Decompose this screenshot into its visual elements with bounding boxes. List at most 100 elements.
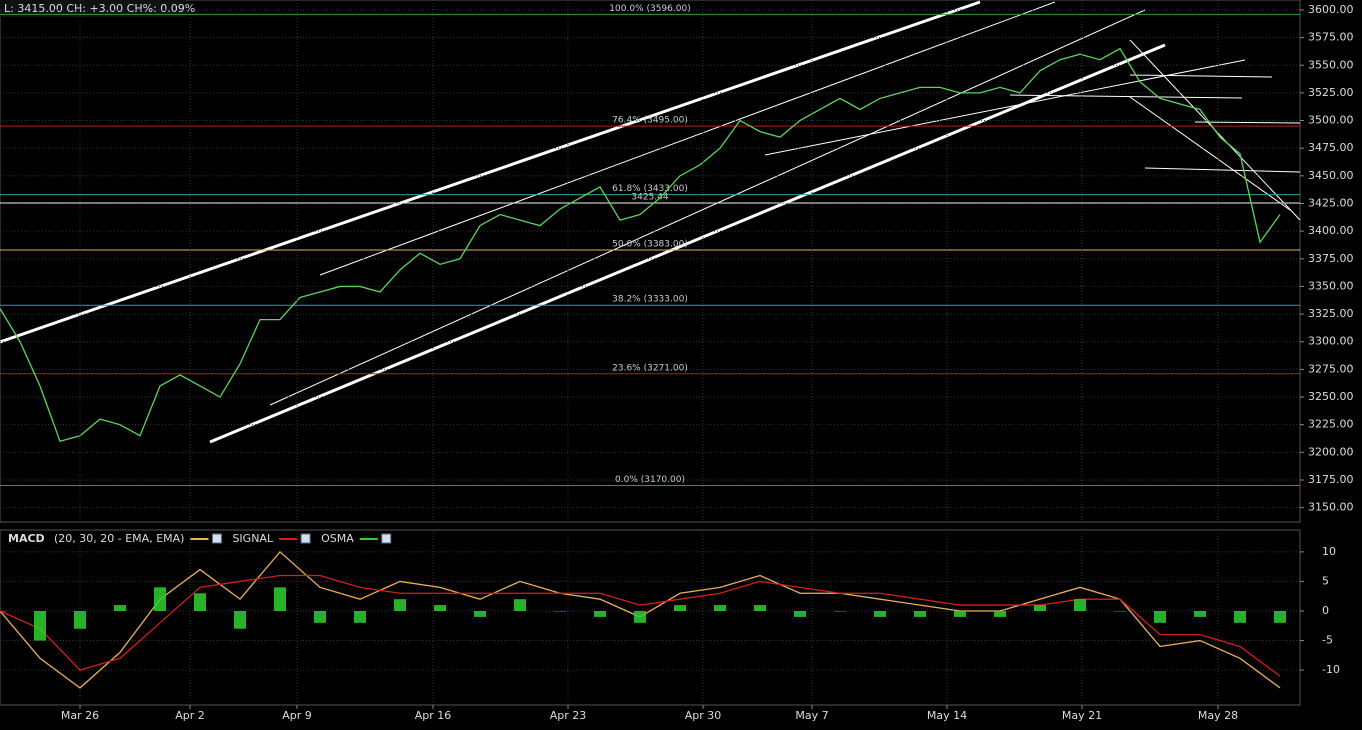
level-label: 0.0% (3170.00) — [615, 475, 685, 485]
y-tick-label: 3225.00 — [1308, 418, 1354, 431]
level-label: 61.8% (3433.00) — [612, 184, 688, 194]
price-line — [0, 47, 1281, 443]
osma-bar — [1234, 610, 1246, 623]
osma-bar — [114, 605, 126, 611]
osma-bar — [394, 599, 406, 611]
osma-bar — [194, 593, 206, 611]
trend-lines — [0, 0, 1301, 444]
osma-bar — [74, 610, 86, 629]
osma-bar — [434, 605, 446, 611]
trend-line — [1194, 121, 1301, 124]
y-tick-label: 3350.00 — [1308, 279, 1354, 292]
osma-bar — [554, 610, 566, 612]
osma-bar — [1114, 610, 1126, 612]
y-tick-label: 3300.00 — [1308, 335, 1354, 348]
level-label: 100.0% (3596.00) — [609, 4, 690, 14]
macd-line — [0, 574, 1281, 677]
header-text: L: 3415.00 CH: +3.00 CH%: 0.09% — [4, 2, 195, 15]
y-tick-label: 3475.00 — [1308, 141, 1354, 154]
osma-bar — [1274, 610, 1286, 623]
osma-bar — [954, 610, 966, 617]
osma-bar — [634, 610, 646, 623]
y-tick-label: 3275.00 — [1308, 362, 1354, 375]
trend-line — [209, 43, 1166, 444]
x-tick-label: May 14 — [927, 709, 967, 722]
y-tick-label: 3450.00 — [1308, 169, 1354, 182]
x-tick-label: Mar 26 — [61, 709, 99, 722]
y-tick-label: 3425.00 — [1308, 196, 1354, 209]
y-tick-label: 3175.00 — [1308, 473, 1354, 486]
osma-bar — [474, 610, 486, 617]
osma-bar — [0, 610, 6, 612]
trend-line — [1129, 74, 1273, 78]
osma-bar — [794, 610, 806, 617]
osma-bar — [274, 587, 286, 611]
header-bg — [0, 0, 186, 17]
price-frame — [0, 0, 1301, 523]
osma-bar — [154, 587, 166, 611]
osma-bar — [994, 610, 1006, 617]
legend-label: (20, 30, 20 - EMA, EMA) — [54, 532, 184, 545]
y-tick-label: 10 — [1322, 545, 1336, 558]
trend-line — [1144, 167, 1301, 173]
y-tick-label: 3150.00 — [1308, 501, 1354, 514]
osma-bar — [754, 605, 766, 611]
osma-bar — [834, 610, 846, 612]
legend-checkbox — [381, 533, 392, 544]
osma-bar — [714, 605, 726, 611]
trend-line — [319, 1, 1056, 276]
osma-bar — [1074, 599, 1086, 611]
x-tick-label: May 7 — [795, 709, 828, 722]
y-tick-label: 0 — [1322, 604, 1329, 617]
y-tick-label: 5 — [1322, 574, 1329, 587]
y-tick-label: 3600.00 — [1308, 3, 1354, 16]
trend-line — [0, 0, 981, 344]
legend-label: SIGNAL — [232, 532, 274, 545]
trend-line — [269, 9, 1146, 406]
x-tick-label: Apr 30 — [685, 709, 722, 722]
osma-bar — [34, 610, 46, 641]
legend-label: OSMA — [321, 532, 354, 545]
legend-checkbox — [211, 533, 222, 544]
y-tick-label: 3325.00 — [1308, 307, 1354, 320]
y-tick-label: -10 — [1322, 663, 1340, 676]
level-label: 23.6% (3271.00) — [612, 363, 688, 373]
level-label: 3425.44 — [631, 193, 668, 203]
trend-line — [1129, 96, 1291, 211]
osma-bar — [914, 610, 926, 617]
legend-checkbox — [300, 533, 311, 544]
level-label: 38.2% (3333.00) — [612, 295, 688, 305]
y-tick-label: 3400.00 — [1308, 224, 1354, 237]
osma-bar — [514, 599, 526, 611]
osma-bar — [1034, 605, 1046, 611]
y-tick-label: 3525.00 — [1308, 86, 1354, 99]
osma-bar — [314, 610, 326, 623]
x-tick-label: May 21 — [1062, 709, 1102, 722]
x-tick-label: Apr 23 — [550, 709, 587, 722]
osma-bar — [354, 610, 366, 623]
y-tick-label: 3550.00 — [1308, 58, 1354, 71]
macd-frame — [0, 529, 1301, 706]
osma-bar — [874, 610, 886, 617]
y-tick-label: -5 — [1322, 634, 1333, 647]
x-tick-label: Apr 9 — [282, 709, 312, 722]
level-label: 76.4% (3495.00) — [612, 116, 688, 126]
osma-bar — [1194, 610, 1206, 617]
x-tick-label: May 28 — [1198, 709, 1238, 722]
osma-bar — [674, 605, 686, 611]
y-tick-label: 3575.00 — [1308, 31, 1354, 44]
y-tick-label: 3500.00 — [1308, 114, 1354, 127]
osma-bar — [1154, 610, 1166, 623]
osma-bar — [594, 610, 606, 617]
panel-title: MACD — [8, 532, 45, 545]
y-tick-label: 3250.00 — [1308, 390, 1354, 403]
level-label: 50.0% (3383.00) — [612, 239, 688, 249]
y-tick-label: 3200.00 — [1308, 445, 1354, 458]
osma-bar — [234, 610, 246, 629]
trend-line — [1009, 94, 1243, 99]
y-tick-label: 3375.00 — [1308, 252, 1354, 265]
x-tick-label: Apr 16 — [415, 709, 452, 722]
x-tick-label: Apr 2 — [175, 709, 205, 722]
